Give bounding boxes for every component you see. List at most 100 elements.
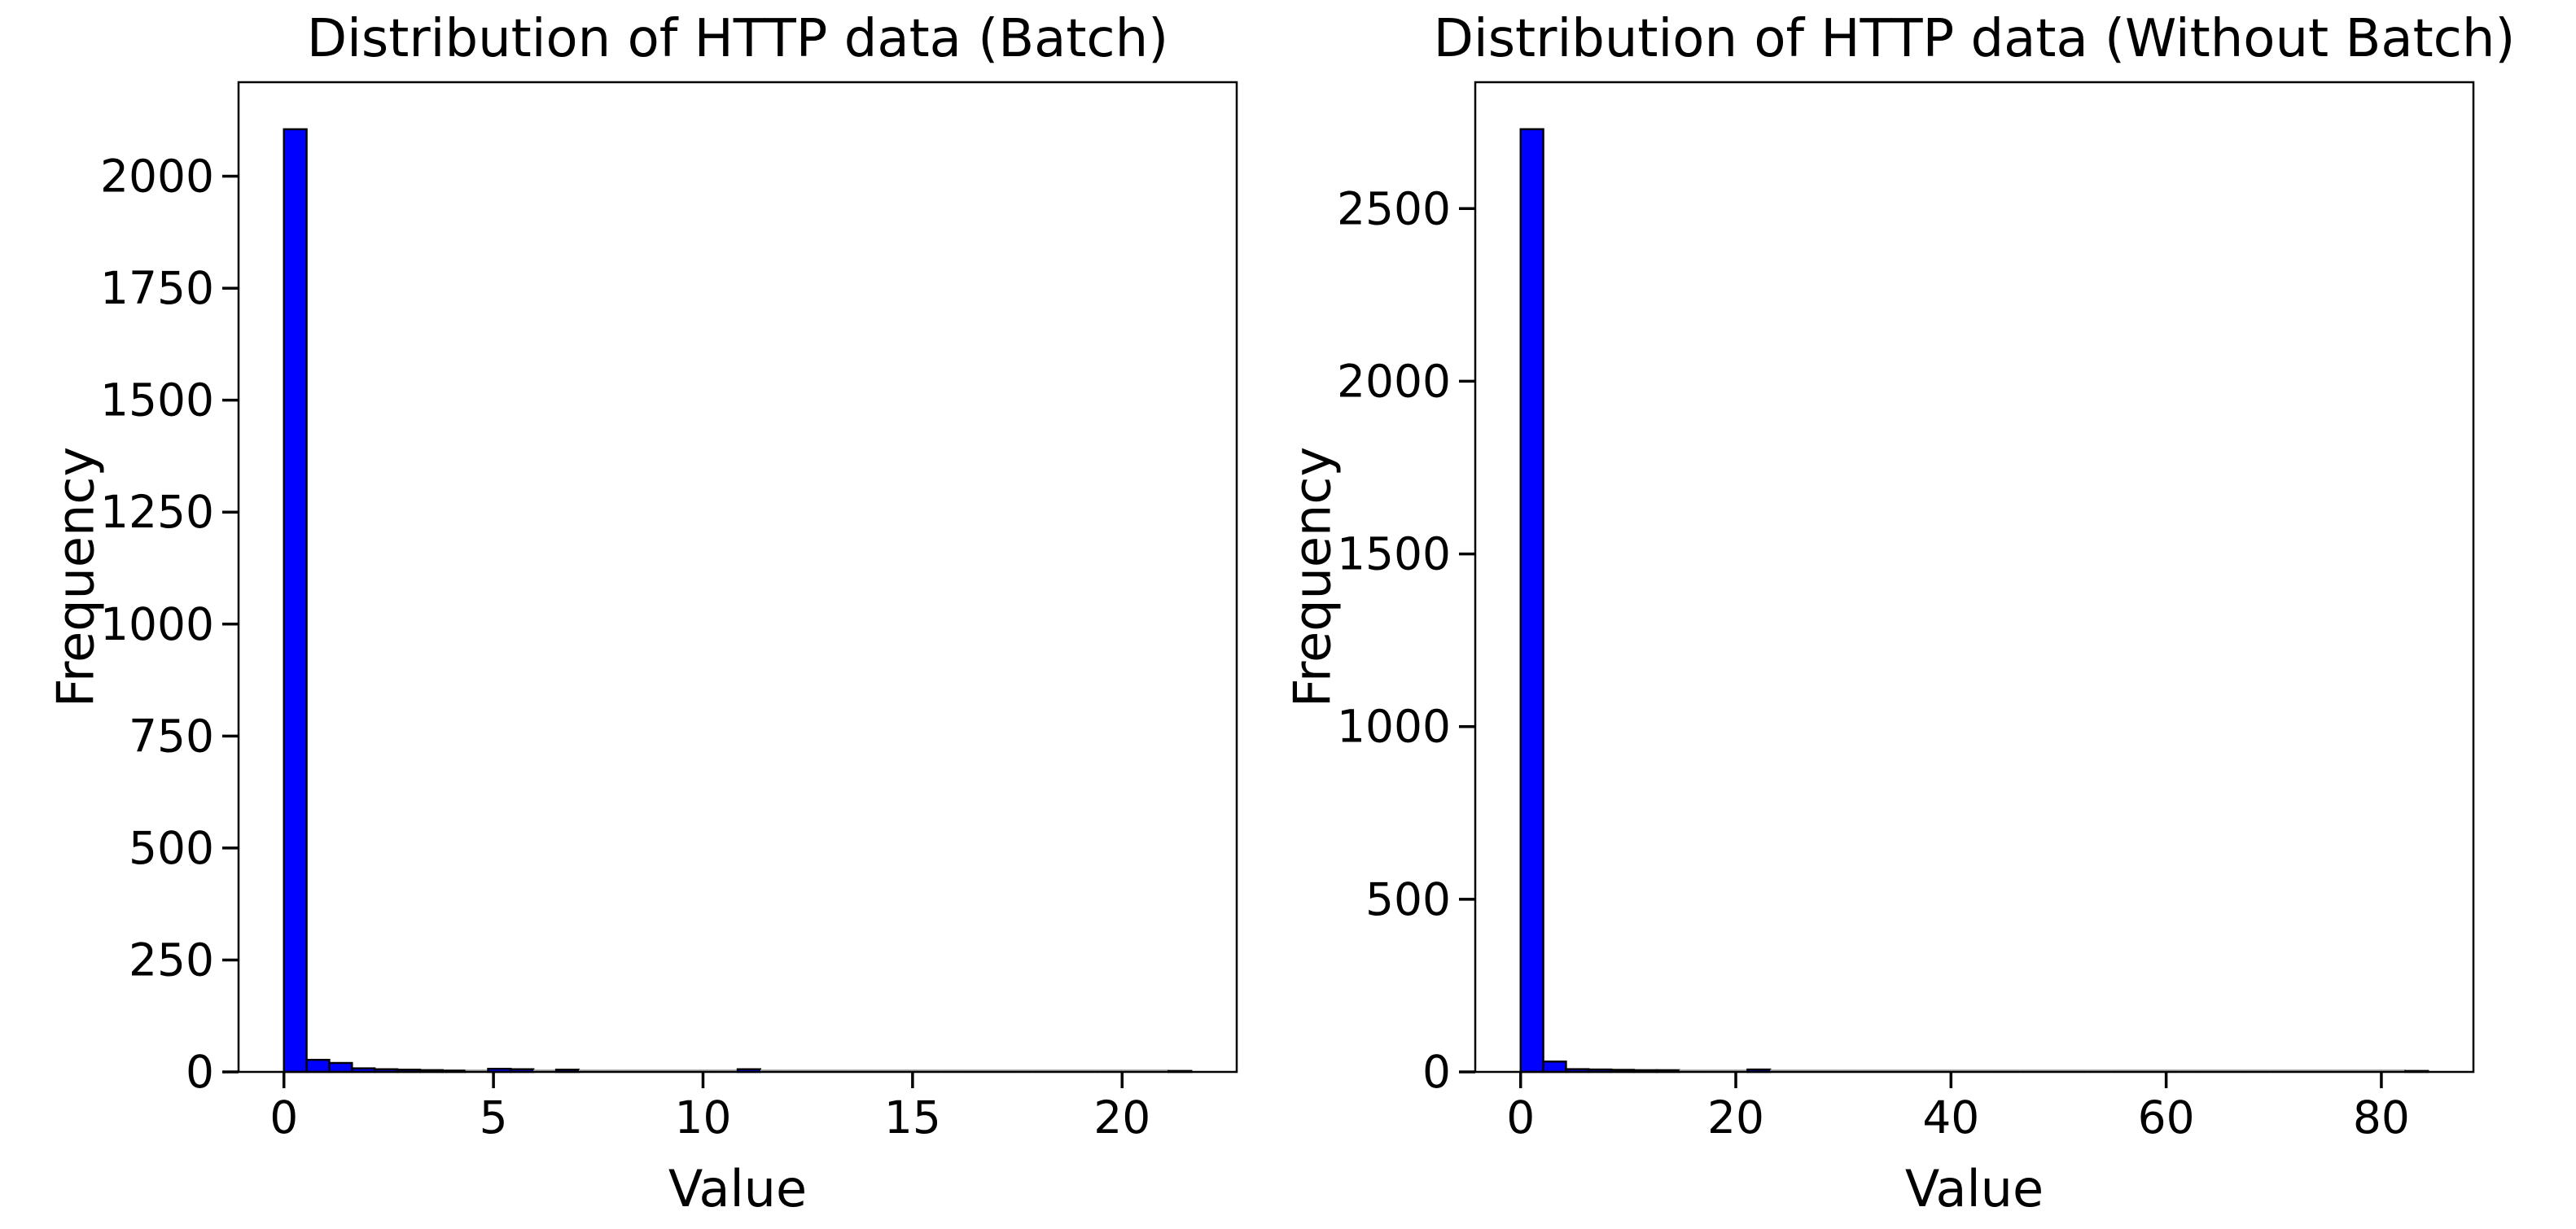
zero-bin-strip: [805, 1069, 829, 1072]
zero-bin-strip: [1974, 1069, 1997, 1072]
zero-bin-strip: [1702, 1069, 1725, 1072]
x-tick-label: 5: [480, 1091, 508, 1144]
zero-bin-strip: [1032, 1069, 1056, 1072]
y-tick-label: 0: [1422, 1046, 1451, 1098]
zero-bin-strip: [1883, 1069, 1907, 1072]
y-axis-label: Frequency: [1283, 447, 1343, 707]
zero-bin-strip: [1077, 1069, 1101, 1072]
zero-bin-strip: [2201, 1069, 2224, 1072]
axes-frame: [1474, 81, 2475, 1074]
x-tick-label: 10: [674, 1091, 731, 1144]
x-axis-label: Value: [1905, 1159, 2044, 1218]
histogram-bar: [328, 1061, 353, 1074]
zero-bin-strip: [874, 1069, 897, 1072]
zero-bin-strip: [1679, 1069, 1702, 1072]
x-axis-label: Value: [668, 1159, 807, 1218]
zero-bin-strip: [2223, 1069, 2247, 1072]
zero-bin-strip: [1906, 1069, 1930, 1072]
x-tick-label: 15: [884, 1091, 941, 1144]
y-axis-label: Frequency: [46, 447, 106, 707]
zero-bin-strip: [918, 1069, 942, 1072]
zero-bin-strip: [851, 1069, 874, 1072]
zero-bin-strip: [533, 1069, 557, 1072]
axes-background: [1475, 82, 2473, 1072]
x-tick-label: 80: [2353, 1091, 2410, 1144]
zero-bin-strip: [1100, 1069, 1124, 1072]
zero-bin-strip: [1815, 1069, 1838, 1072]
y-tick-label: 0: [186, 1046, 214, 1098]
zero-bin-strip: [646, 1069, 670, 1072]
axes-background: [239, 82, 1237, 1072]
y-tick-label: 1500: [1337, 528, 1451, 580]
zero-bin-strip: [601, 1069, 624, 1072]
zero-bin-strip: [1146, 1069, 1169, 1072]
zero-bin-strip: [964, 1069, 988, 1072]
zero-bin-strip: [896, 1069, 919, 1072]
x-tick-label: 20: [1707, 1091, 1764, 1144]
x-tick-label: 20: [1093, 1091, 1150, 1144]
histogram-bar: [1519, 128, 1544, 1074]
zero-bin-strip: [2246, 1069, 2270, 1072]
zero-bin-strip: [2178, 1069, 2201, 1072]
histogram-bar: [305, 1058, 331, 1074]
zero-bin-strip: [941, 1069, 965, 1072]
y-tick-label: 250: [129, 934, 214, 986]
x-tick-label: 0: [1506, 1091, 1535, 1144]
zero-bin-strip: [760, 1069, 783, 1072]
zero-bin-strip: [465, 1069, 488, 1072]
zero-bin-strip: [2314, 1069, 2337, 1072]
chart-without-batch: 0 20 40 60 80 0 500 1000 1500 2000 2500 Distributio…: [1283, 9, 2516, 1218]
y-tick-label: 500: [129, 822, 214, 874]
zero-bin-strip: [2359, 1069, 2383, 1072]
zero-bin-strip: [1123, 1069, 1146, 1072]
axes-frame: [237, 81, 1238, 1074]
x-tick-label: 0: [269, 1091, 298, 1144]
x-tick-label: 60: [2138, 1091, 2195, 1144]
zero-bin-strip: [2088, 1069, 2111, 1072]
y-tick-label: 1500: [100, 374, 214, 426]
histogram-bar: [283, 128, 308, 1074]
y-tick-label: 2000: [1337, 355, 1451, 407]
zero-bin-strip: [1010, 1069, 1033, 1072]
histogram-bar: [1542, 1061, 1567, 1074]
zero-bin-strip: [1770, 1069, 1794, 1072]
zero-bin-strip: [669, 1069, 693, 1072]
chart-batch: 0 5 10 15 20 0 250 500 750 1000 1250 1500 1750 2000 Di…: [46, 9, 1238, 1218]
zero-bin-strip: [1838, 1069, 1861, 1072]
y-tick-label: 500: [1365, 873, 1451, 925]
y-tick-label: 1000: [1337, 701, 1451, 753]
zero-bin-strip: [2382, 1069, 2406, 1072]
zero-bin-strip: [1996, 1069, 2020, 1072]
zero-bin-strip: [2133, 1069, 2156, 1072]
zero-bin-strip: [1793, 1069, 1816, 1072]
zero-bin-strip: [2065, 1069, 2088, 1072]
y-tick-label: 2000: [100, 151, 214, 203]
zero-bin-strip: [2155, 1069, 2179, 1072]
y-tick-label: 1750: [100, 262, 214, 314]
zero-bin-strip: [2110, 1069, 2134, 1072]
zero-bin-strip: [828, 1069, 852, 1072]
y-tick-label: 750: [129, 710, 214, 762]
zero-bin-strip: [2292, 1069, 2315, 1072]
zero-bin-strip: [2337, 1069, 2360, 1072]
zero-bin-strip: [624, 1069, 647, 1072]
zero-bin-strip: [1724, 1069, 1748, 1072]
zero-bin-strip: [2042, 1069, 2066, 1072]
chart-title: Distribution of HTTP data (Without Batch…: [1434, 9, 2516, 69]
zero-bin-strip: [2269, 1069, 2293, 1072]
zero-bin-strip: [2019, 1069, 2043, 1072]
zero-bin-strip: [782, 1069, 806, 1072]
y-tick-label: 1250: [100, 486, 214, 538]
y-tick-label: 1000: [100, 598, 214, 650]
chart-title: Distribution of HTTP data (Batch): [307, 9, 1168, 69]
zero-bin-strip: [1860, 1069, 1884, 1072]
zero-bin-strip: [1952, 1069, 1974, 1072]
zero-bin-strip: [987, 1069, 1010, 1072]
zero-bin-strip: [1929, 1069, 1952, 1072]
zero-bin-strip: [692, 1069, 716, 1072]
zero-bin-strip: [1055, 1069, 1078, 1072]
x-tick-label: 40: [1922, 1091, 1979, 1144]
zero-bin-strip: [578, 1069, 602, 1072]
